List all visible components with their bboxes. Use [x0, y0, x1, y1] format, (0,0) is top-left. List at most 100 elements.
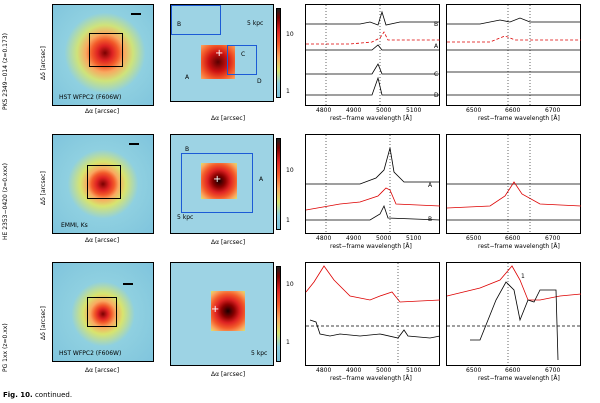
row-3-scale-bar	[123, 283, 133, 285]
row-1-spec-label-d: D	[434, 92, 439, 99]
row-2-spec-label-a: A	[428, 182, 433, 189]
row-3-blue-tick-2: 4900	[346, 367, 362, 374]
row-2-blue-spectrum-panel	[305, 134, 440, 234]
row-1-region-b-outline	[171, 5, 221, 35]
row-1-cutout-image: HST WFPC2 (F606W)	[52, 4, 154, 106]
row-1-region-label-b: B	[177, 21, 182, 28]
row-1-red-spectrum-panel	[446, 4, 581, 106]
row-1-colorbar	[276, 8, 281, 98]
row-2-red-tick-1: 6500	[466, 235, 482, 242]
row-2-ifu-xlabel: Δα [arcsec]	[211, 239, 246, 246]
row-2-cutout-xlabel: Δα [arcsec]	[85, 237, 120, 244]
row-2-ifu-scale-label: 5 kpc	[177, 214, 194, 221]
row-3-red-spectrum-panel	[446, 262, 581, 366]
row-1-blue-spec-c	[306, 63, 440, 75]
row-1-nucleus-cross-icon: +	[215, 48, 224, 59]
figure-caption: Fig. 10. continued.	[3, 391, 72, 399]
row-3-red-spec-black	[470, 281, 559, 361]
row-2-region-label-a: A	[259, 176, 264, 183]
row-3-ifu-xlabel: Δα [arcsec]	[211, 371, 246, 378]
row-3-blue-tick-4: 5100	[406, 367, 422, 374]
row-1-spec-label-b: B	[434, 21, 439, 28]
row-3-red-tick-1: 6500	[466, 367, 482, 374]
row-2-blue-tick-4: 5100	[406, 235, 422, 242]
row-3-cutout-ifu-box	[87, 297, 117, 327]
row-2-ytick-10: 10	[286, 167, 294, 174]
row-2-blue-spec-b-red	[305, 187, 441, 211]
row-1-red-spec-a	[447, 35, 581, 43]
row-3-cutout-xlabel: Δα [arcsec]	[85, 367, 120, 374]
row-1-region-label-c: C	[241, 51, 246, 58]
row-1-ifu-xlabel: Δα [arcsec]	[211, 115, 246, 122]
row-2-blue-tick-2: 4900	[346, 235, 362, 242]
row-2-scale-bar	[129, 143, 139, 145]
row-1-blue-tick-3: 5000	[376, 107, 392, 114]
row-1-ifu-emission	[201, 45, 235, 79]
row-3-ytick-10: 10	[286, 281, 294, 288]
row-1-region-c-outline	[227, 45, 257, 75]
row-3-colorbar	[276, 266, 281, 362]
row-1-red-tick-2: 6600	[505, 107, 521, 114]
row-1-blue-spec-a-black	[306, 44, 440, 51]
row-3-blue-spec-red	[305, 265, 441, 303]
row-3-red-xlabel: rest−frame wavelength [Å]	[478, 375, 560, 382]
row-2-ifu-emission	[201, 163, 237, 199]
row-1-cutout-ifu-box	[89, 33, 123, 67]
row-2-blue-tick-1: 4800	[316, 235, 332, 242]
row-1-blue-spec-b	[306, 10, 440, 26]
row-1-ytick-10: 10	[286, 31, 294, 38]
row-3-red-tick-2: 6600	[505, 367, 521, 374]
row-3-cutout-image: HST WFPC2 (F606W)	[52, 262, 154, 362]
row-2-region-label-b: B	[185, 146, 190, 153]
row-2-blue-spec-b	[306, 204, 441, 221]
row-3-ytick-1: 1	[286, 339, 290, 346]
row-2-blue-spec-a	[306, 147, 440, 185]
caption-text: continued.	[34, 391, 73, 399]
row-2-ytick-1: 1	[286, 217, 290, 224]
row-3-blue-tick-3: 5000	[376, 367, 392, 374]
row-2-nucleus-cross-icon: +	[213, 174, 222, 185]
row-1-region-label-d: D	[257, 78, 262, 85]
row-2-colorbar	[276, 138, 281, 230]
row-2-ifu-map: B A 5 kpc +	[170, 134, 274, 234]
row-1-cutout-label: HST WFPC2 (F606W)	[59, 94, 122, 101]
row-3-ifu-emission	[211, 291, 245, 331]
row-3-blue-tick-1: 4800	[316, 367, 332, 374]
row-2-blue-xlabel: rest−frame wavelength [Å]	[330, 243, 412, 250]
row-1-blue-spec-d	[306, 76, 440, 96]
row-1-ifu-scale-label: 5 kpc	[247, 20, 264, 27]
row-2-red-tick-3: 6700	[545, 235, 561, 242]
row-2-red-tick-2: 6600	[505, 235, 521, 242]
row-3-spec-label-1: 1	[521, 273, 525, 280]
row-1-blue-tick-2: 4900	[346, 107, 362, 114]
row-2-red-xlabel: rest−frame wavelength [Å]	[478, 243, 560, 250]
row-2-cutout-ifu-box	[87, 165, 121, 199]
row-2-cutout-label: EMMI, Ks	[61, 222, 88, 229]
row-1-red-xlabel: rest−frame wavelength [Å]	[478, 115, 560, 122]
row-3-blue-spec-black	[309, 319, 441, 339]
row-3-blue-spectrum-panel	[305, 262, 440, 366]
row-1-blue-spectrum-panel	[305, 4, 440, 106]
row-3-blue-xlabel: rest−frame wavelength [Å]	[330, 375, 412, 382]
row-2-region-outline	[181, 153, 253, 213]
row-3-red-tick-3: 6700	[545, 367, 561, 374]
row-1-spec-label-a: A	[434, 43, 439, 50]
row-2-cutout-image: EMMI, Ks	[52, 134, 154, 234]
row-1-scale-bar	[131, 13, 141, 15]
caption-prefix: Fig. 10.	[3, 391, 33, 399]
row-1-red-tick-1: 6500	[466, 107, 482, 114]
row-2-blue-tick-3: 5000	[376, 235, 392, 242]
row-1-cutout-xlabel: Δα [arcsec]	[85, 108, 120, 115]
row-1-ytick-1: 1	[286, 88, 290, 95]
row-2-red-spec-b-red	[446, 181, 582, 209]
row-1-blue-xlabel: rest−frame wavelength [Å]	[330, 115, 412, 122]
row-3-ifu-map: 5 kpc +	[170, 262, 274, 366]
row-3-cutout-label: HST WFPC2 (F606W)	[59, 350, 122, 357]
row-3-ifu-scale-label: 5 kpc	[251, 350, 268, 357]
row-1-blue-tick-4: 5100	[406, 107, 422, 114]
row-1-region-label-a: A	[185, 74, 190, 81]
row-1-red-tick-3: 6700	[545, 107, 561, 114]
row-3-nucleus-cross-icon: +	[211, 304, 220, 315]
row-1-ifu-map: B C A D 5 kpc +	[170, 4, 274, 102]
